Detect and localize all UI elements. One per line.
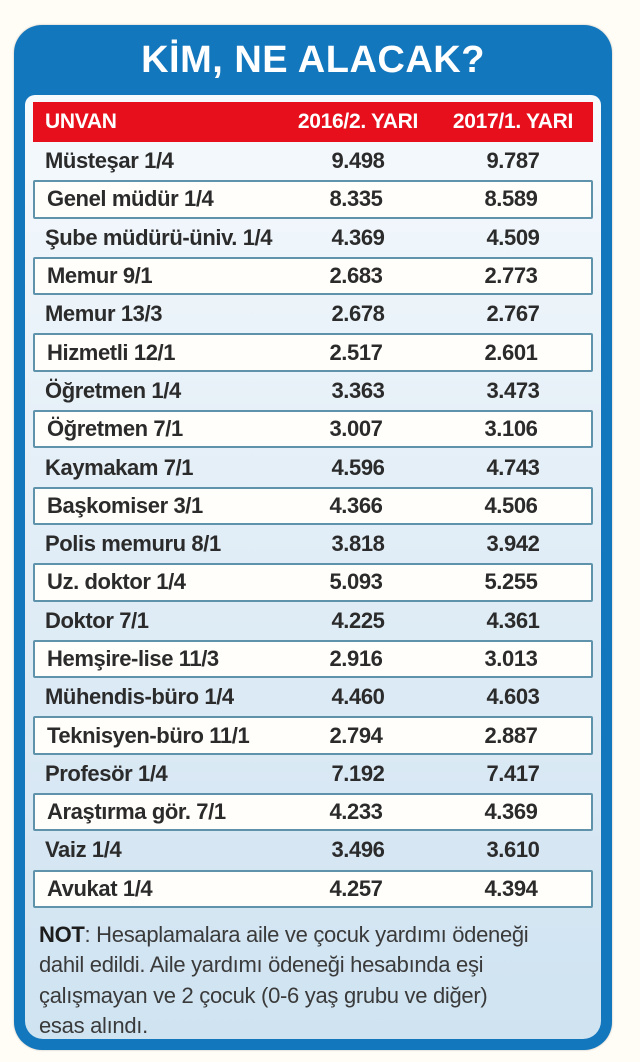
row-title: Şube müdürü-üniv. 1/4: [45, 224, 273, 250]
table-row: Müsteşar 1/4 9.498 9.787: [33, 142, 593, 180]
row-value-2017-h1: 3.473: [486, 377, 540, 403]
row-title: Araştırma gör. 7/1: [47, 799, 226, 825]
table-row: Genel müdür 1/4 8.335 8.589: [33, 180, 593, 219]
row-title: Hizmetli 12/1: [47, 339, 176, 365]
table-row: Uz. doktor 1/4 5.093 5.255: [33, 563, 593, 602]
table-row: Şube müdürü-üniv. 1/4 4.369 4.509: [33, 219, 593, 257]
row-value-2017-h1: 2.887: [484, 722, 538, 748]
salary-table-card: KİM, NE ALACAK? UNVAN 2016/2. YARI 2017/…: [14, 25, 612, 1050]
column-header-unvan: UNVAN: [45, 110, 117, 133]
row-value-2017-h1: 5.255: [484, 569, 538, 595]
row-title: Memur 9/1: [47, 263, 153, 289]
row-value-2017-h1: 4.509: [486, 224, 540, 250]
row-title: Müsteşar 1/4: [45, 148, 174, 174]
card-body: UNVAN 2016/2. YARI 2017/1. YARI Müsteşar…: [25, 95, 601, 1039]
table-row: Mühendis-büro 1/4 4.460 4.603: [33, 678, 593, 716]
table-header-row: UNVAN 2016/2. YARI 2017/1. YARI: [33, 102, 593, 142]
row-title: Kaymakam 7/1: [45, 454, 194, 480]
row-value-2016-h2: 4.233: [329, 799, 383, 825]
row-value-2016-h2: 3.818: [331, 531, 385, 557]
column-header-2017-h1: 2017/1. YARI: [452, 110, 574, 133]
table-row: Memur 13/3 2.678 2.767: [33, 295, 593, 333]
row-value-2017-h1: 3.106: [484, 416, 538, 442]
row-value-2016-h2: 3.363: [331, 377, 385, 403]
row-value-2017-h1: 2.773: [484, 263, 538, 289]
row-value-2017-h1: 9.787: [486, 148, 540, 174]
row-title: Öğretmen 1/4: [45, 377, 181, 403]
row-value-2016-h2: 2.916: [329, 646, 383, 671]
row-value-2017-h1: 4.506: [484, 492, 538, 518]
table-row: Başkomiser 3/1 4.366 4.506: [33, 486, 593, 525]
row-value-2017-h1: 3.013: [484, 646, 538, 671]
row-title: Genel müdür 1/4: [47, 186, 214, 212]
note-text: : Hesaplamalara aile ve çocuk yardımı öd…: [39, 921, 529, 1039]
note-label: NOT: [39, 921, 85, 947]
row-value-2016-h2: 2.683: [329, 263, 383, 289]
row-value-2016-h2: 4.460: [331, 684, 385, 710]
table-row: Teknisyen-büro 11/1 2.794 2.887: [33, 716, 593, 755]
column-header-2016-h2: 2016/2. YARI: [297, 110, 419, 133]
row-value-2016-h2: 8.335: [329, 186, 383, 212]
row-title: Doktor 7/1: [45, 607, 149, 633]
row-value-2016-h2: 3.496: [331, 837, 385, 863]
row-value-2017-h1: 4.361: [486, 607, 540, 633]
row-value-2016-h2: 7.192: [331, 760, 385, 786]
table-row: Vaiz 1/4 3.496 3.610: [33, 831, 593, 869]
row-title: Hemşire-lise 11/3: [47, 646, 219, 671]
table-row: Öğretmen 1/4 3.363 3.473: [33, 372, 593, 410]
row-value-2017-h1: 4.743: [486, 454, 540, 480]
row-title: Teknisyen-büro 11/1: [47, 722, 250, 748]
row-title: Başkomiser 3/1: [47, 492, 203, 518]
row-title: Uz. doktor 1/4: [47, 569, 186, 595]
row-value-2016-h2: 4.366: [329, 492, 383, 518]
table-row: Avukat 1/4 4.257 4.394: [33, 869, 593, 908]
row-value-2017-h1: 4.369: [484, 799, 538, 825]
row-value-2017-h1: 2.767: [486, 301, 540, 327]
row-value-2017-h1: 4.603: [486, 684, 540, 710]
row-value-2017-h1: 3.942: [486, 531, 540, 557]
row-title: Avukat 1/4: [47, 875, 153, 901]
row-value-2016-h2: 9.498: [331, 148, 385, 174]
row-value-2017-h1: 8.589: [484, 186, 538, 212]
row-value-2016-h2: 4.257: [329, 875, 383, 901]
table-row: Hizmetli 12/1 2.517 2.601: [33, 333, 593, 372]
row-value-2017-h1: 4.394: [484, 875, 538, 901]
row-value-2016-h2: 4.369: [331, 224, 385, 250]
row-value-2016-h2: 2.794: [329, 722, 383, 748]
row-value-2016-h2: 2.678: [331, 301, 385, 327]
row-title: Vaiz 1/4: [45, 837, 122, 863]
row-title: Profesör 1/4: [45, 760, 168, 786]
row-value-2016-h2: 4.225: [331, 607, 385, 633]
table-row: Polis memuru 8/1 3.818 3.942: [33, 525, 593, 563]
row-value-2017-h1: 2.601: [484, 339, 538, 365]
table-row: Kaymakam 7/1 4.596 4.743: [33, 448, 593, 486]
table-row: Hemşire-lise 11/3 2.916 3.013: [33, 639, 593, 679]
table-row: Profesör 1/4 7.192 7.417: [33, 755, 593, 793]
card-title: KİM, NE ALACAK?: [141, 39, 485, 81]
row-value-2016-h2: 5.093: [329, 569, 383, 595]
table-body: Müsteşar 1/4 9.498 9.787 Genel müdür 1/4 8.3…: [33, 142, 593, 908]
row-value-2016-h2: 2.517: [329, 339, 383, 365]
row-value-2016-h2: 3.007: [329, 416, 383, 442]
table-row: Araştırma gör. 7/1 4.233 4.369: [33, 793, 593, 832]
row-title: Mühendis-büro 1/4: [45, 684, 234, 710]
row-title: Memur 13/3: [45, 301, 163, 327]
row-title: Polis memuru 8/1: [45, 531, 221, 557]
row-title: Öğretmen 7/1: [47, 416, 183, 442]
table-row: Memur 9/1 2.683 2.773: [33, 256, 593, 296]
note: NOT: Hesaplamalara aile ve çocuk yardımı…: [39, 920, 531, 1041]
row-value-2016-h2: 4.596: [331, 454, 385, 480]
table-row: Öğretmen 7/1 3.007 3.106: [33, 410, 593, 449]
table-row: Doktor 7/1 4.225 4.361: [33, 602, 593, 640]
row-value-2017-h1: 7.417: [486, 760, 540, 786]
row-value-2017-h1: 3.610: [486, 837, 540, 863]
